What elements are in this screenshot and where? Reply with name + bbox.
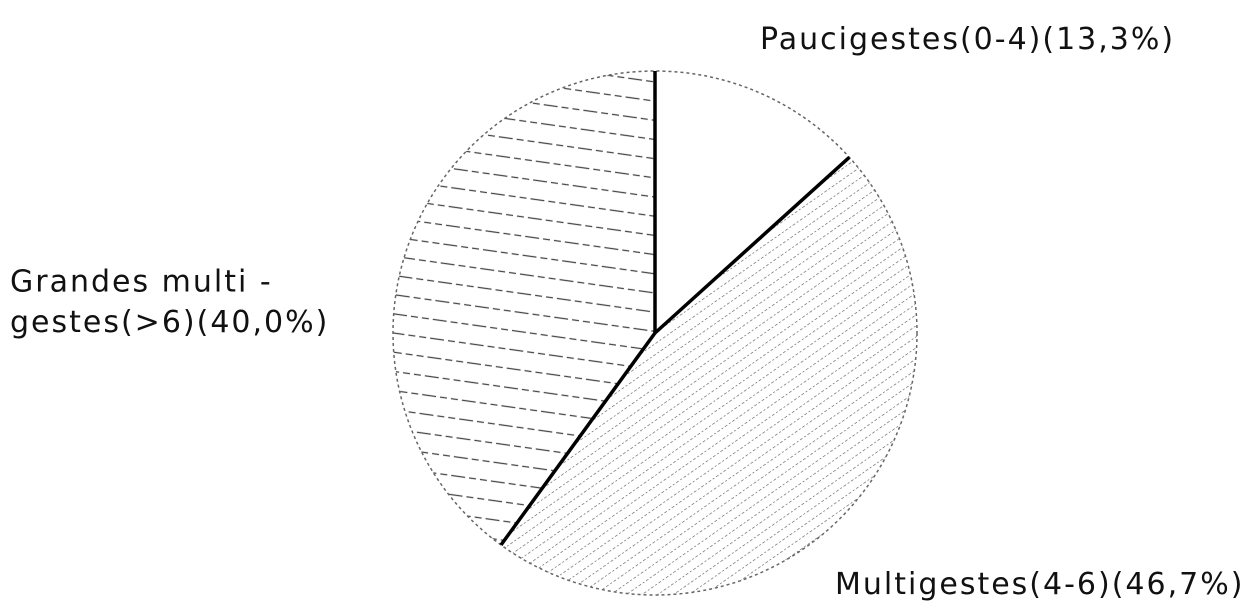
category-label: gestes(>6) — [10, 305, 197, 340]
slice-edge — [499, 331, 657, 546]
pie-slice — [655, 71, 850, 333]
category-label: Paucigestes(0-4) — [760, 22, 1042, 57]
slice-label: gestes(>6)(40,0%) — [10, 305, 329, 340]
slice-edges — [499, 71, 851, 546]
pie-slice — [393, 71, 655, 545]
slice-edge — [653, 155, 851, 335]
pie — [393, 71, 918, 596]
category-label: Multigestes(4-6) — [835, 567, 1112, 602]
pie-slice — [501, 157, 918, 596]
slice-label: Multigestes(4-6)(46,7%) — [835, 567, 1244, 602]
pie-outline — [392, 70, 918, 596]
value-label: (46,7%) — [1112, 567, 1245, 602]
slice-label: Paucigestes(0-4)(13,3%) — [760, 22, 1175, 57]
value-label: (40,0%) — [197, 305, 330, 340]
category-label: Grandes multi - — [10, 265, 273, 300]
value-label: (13,3%) — [1042, 22, 1175, 57]
